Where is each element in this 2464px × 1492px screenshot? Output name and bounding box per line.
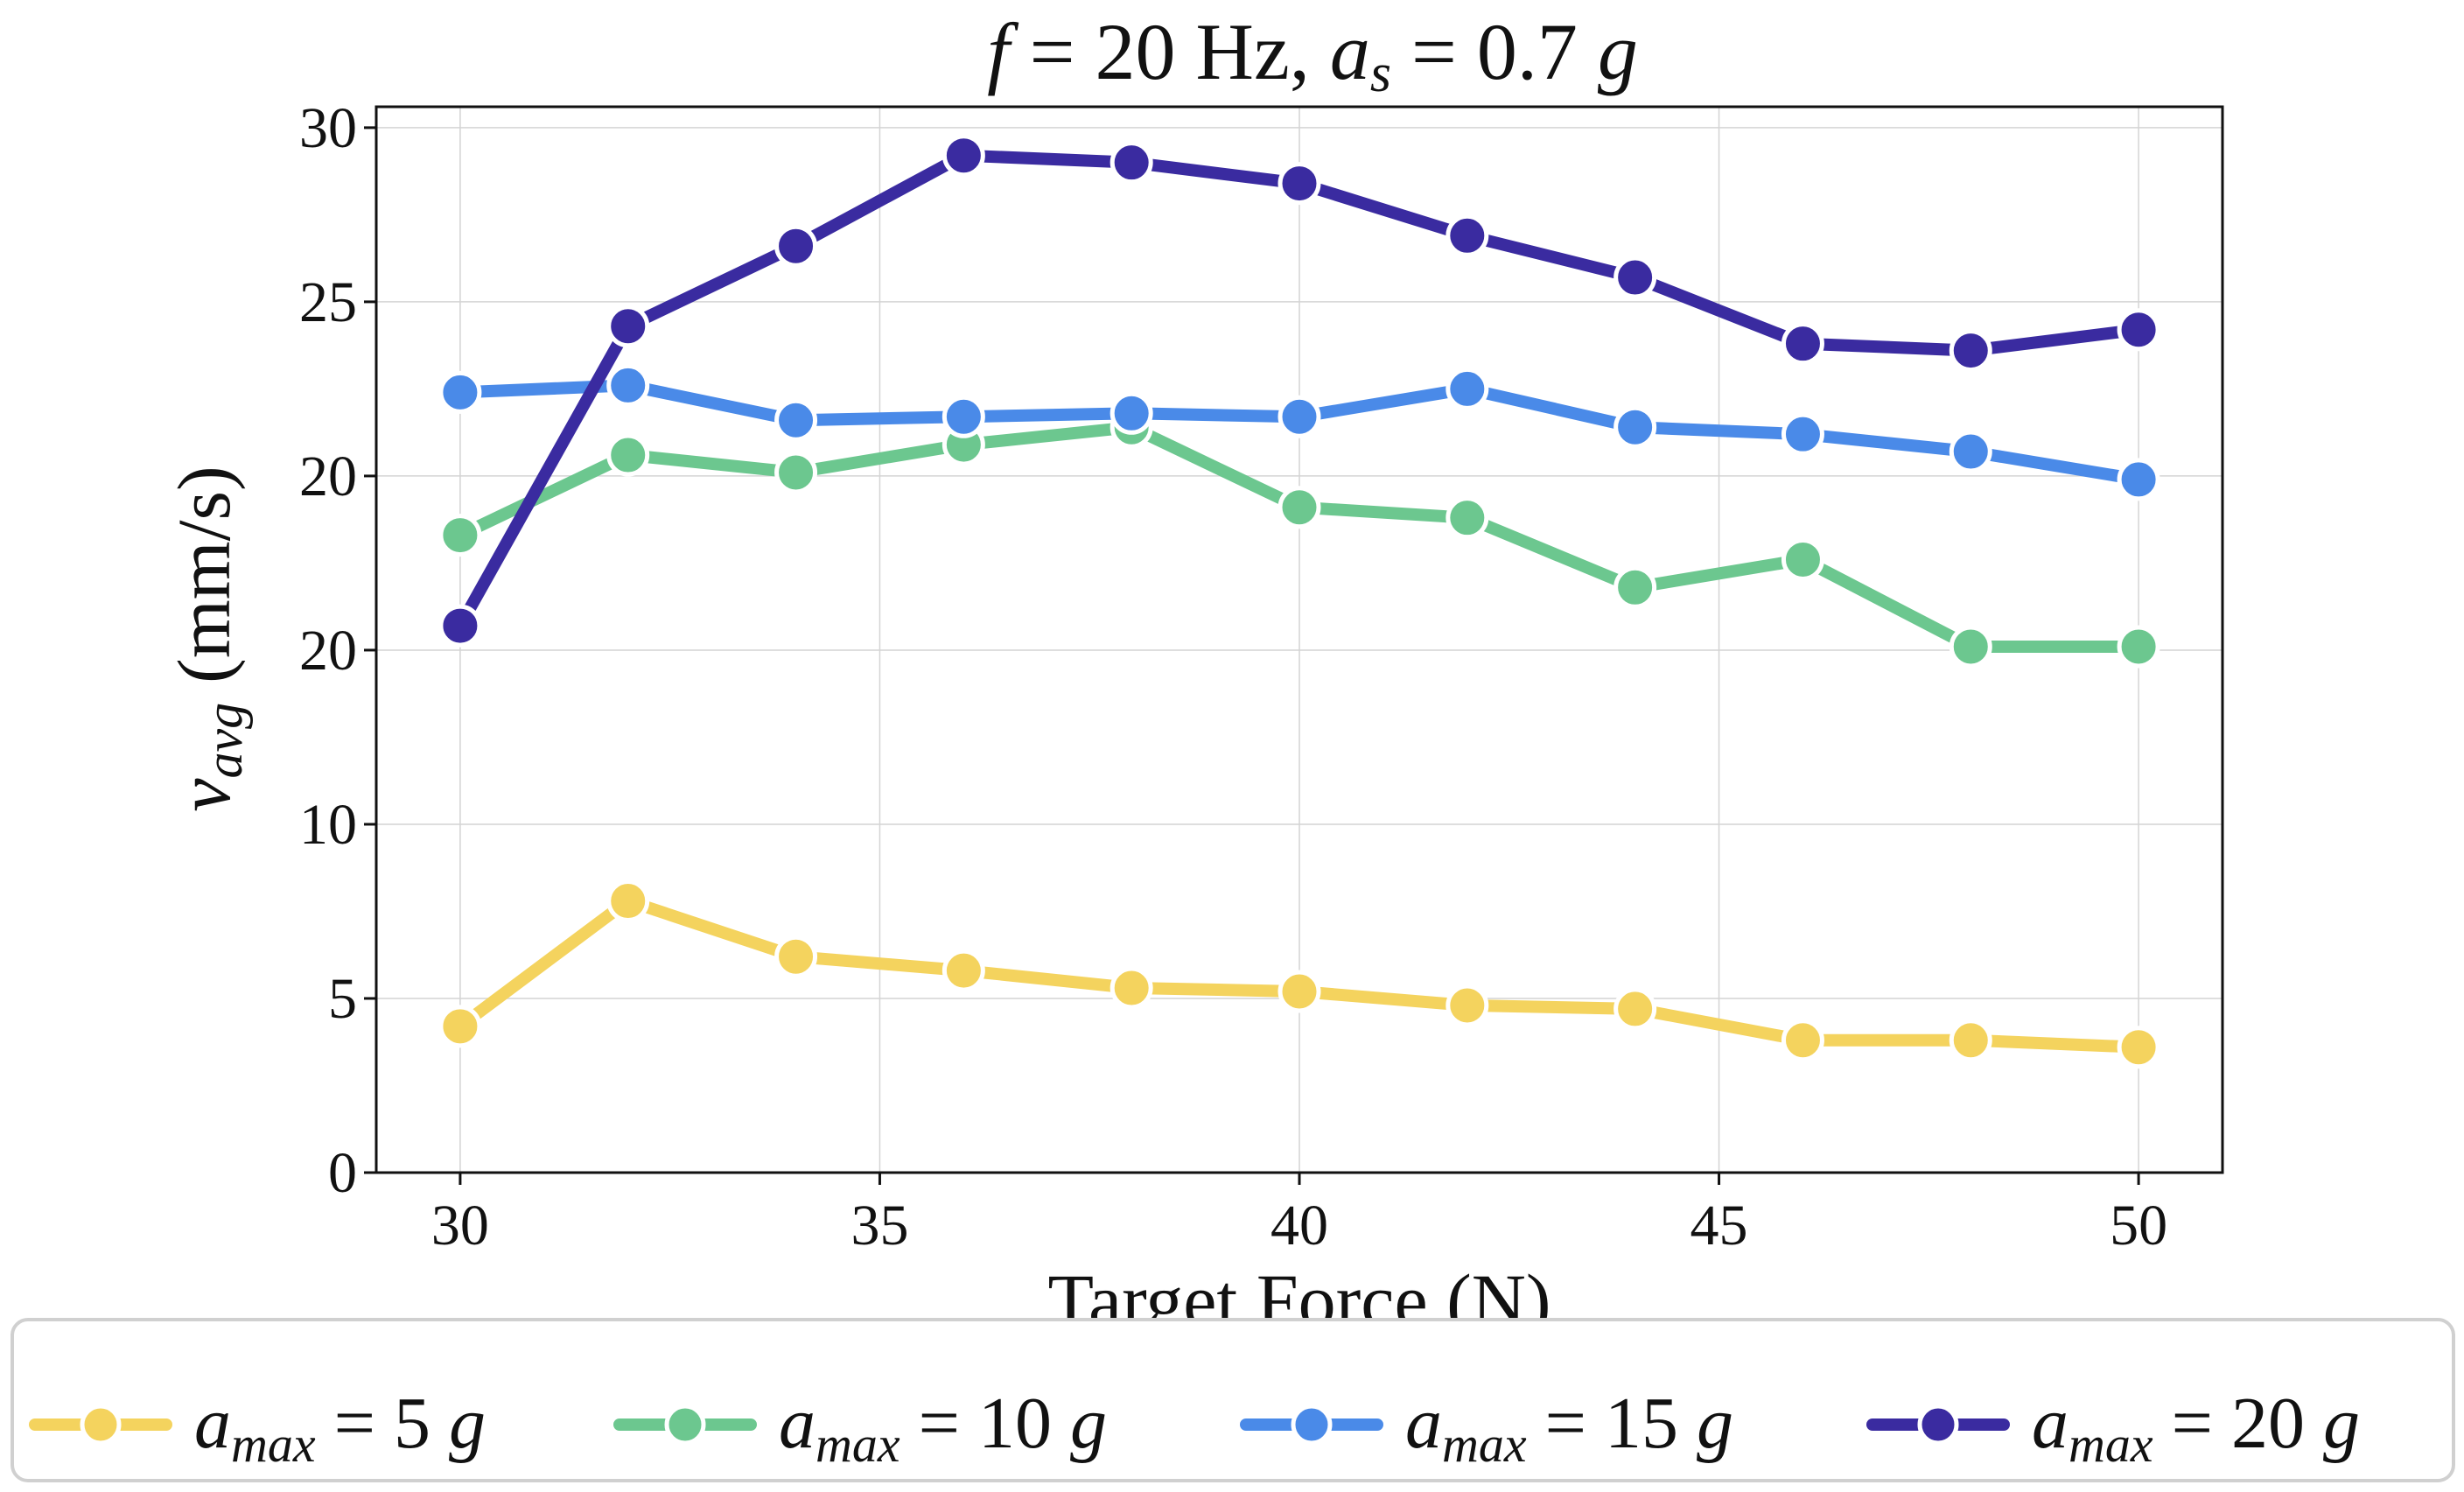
data-point [774, 451, 818, 494]
legend-unit: g [2323, 1383, 2360, 1464]
data-point [1614, 987, 1657, 1031]
data-point [1110, 391, 1153, 435]
data-point [1278, 162, 1321, 206]
data-point [606, 433, 650, 477]
legend-marker [1917, 1404, 1959, 1446]
legend-subscript: max [1442, 1416, 1527, 1473]
data-point [438, 514, 482, 557]
legend-value: = 15 [1527, 1383, 1697, 1464]
y-tick-label: 5 [328, 967, 357, 1031]
data-point [606, 363, 650, 407]
legend-box [10, 1318, 2455, 1482]
data-point [1949, 329, 1992, 373]
legend-marker [664, 1404, 706, 1446]
legend-unit: g [1697, 1383, 1733, 1464]
tick-layer: 0 5 10 20 20 25 30 30 35 40 45 50 [299, 96, 2167, 1257]
data-point [1278, 970, 1321, 1013]
series-2 [438, 405, 2160, 669]
y-tick-label: 30 [299, 96, 357, 160]
y-tick-label: 20 [299, 445, 357, 508]
data-point [1781, 537, 1824, 581]
legend-value: = 5 [316, 1383, 449, 1464]
data-point [1446, 984, 1489, 1027]
x-tick-label: 40 [1270, 1194, 1328, 1257]
y-tick-label: 10 [299, 793, 357, 857]
data-point [1110, 966, 1153, 1010]
data-point [606, 879, 650, 923]
data-point [1781, 412, 1824, 456]
data-point [774, 935, 818, 978]
legend-marker [80, 1404, 122, 1446]
legend-value: = 10 [900, 1383, 1070, 1464]
data-point [2117, 308, 2160, 352]
legend-item: amax = 5 g [29, 1383, 486, 1473]
legend-item: amax = 15 g [1240, 1383, 1733, 1473]
legend-subscript: max [2068, 1416, 2153, 1473]
data-point [1949, 430, 1992, 473]
x-tick-label: 45 [1690, 1194, 1748, 1257]
legend-marker [1291, 1404, 1333, 1446]
data-point [1949, 625, 1992, 669]
data-point [774, 398, 818, 442]
x-tick-label: 30 [431, 1194, 489, 1257]
y-tick-label: 20 [299, 619, 357, 683]
data-point [1781, 322, 1824, 366]
data-point [1614, 565, 1657, 609]
legend-value: = 20 [2153, 1383, 2323, 1464]
data-point [1446, 496, 1489, 540]
data-point [774, 224, 818, 268]
legend-unit: g [1070, 1383, 1107, 1464]
data-point [1614, 405, 1657, 449]
legend-label: amax = 5 g [194, 1383, 486, 1473]
data-point [1278, 486, 1321, 529]
x-tick-label: 50 [2110, 1194, 2167, 1257]
legend-unit: g [449, 1383, 486, 1464]
series-layer [438, 134, 2160, 1069]
data-point [438, 604, 482, 648]
series-1 [438, 879, 2160, 1069]
legend-label: amax = 10 g [779, 1383, 1107, 1473]
series-3 [438, 363, 2160, 501]
data-point [1949, 1019, 1992, 1062]
data-point [1614, 256, 1657, 299]
y-tick-label: 0 [328, 1141, 357, 1205]
legend-symbol: a [1405, 1383, 1442, 1464]
data-point [1781, 1019, 1824, 1062]
data-point [2117, 1026, 2160, 1069]
data-point [942, 395, 985, 438]
legend-subscript: max [231, 1416, 316, 1473]
y-axis-label: vavg(mm/s) [162, 466, 253, 811]
legend-item: amax = 10 g [613, 1383, 1107, 1473]
data-point [1446, 367, 1489, 410]
legend-label: amax = 20 g [2032, 1383, 2360, 1473]
x-tick-label: 35 [850, 1194, 908, 1257]
chart-title: f = 20 Hz, as = 0.7 g [987, 7, 1638, 103]
legend-subscript: max [816, 1416, 900, 1473]
data-point [2117, 458, 2160, 501]
data-point [1278, 395, 1321, 438]
data-point [942, 134, 985, 178]
legend-item: amax = 20 g [1866, 1383, 2360, 1473]
data-point [2117, 625, 2160, 669]
legend-symbol: a [194, 1383, 231, 1464]
legend-symbol: a [2032, 1383, 2068, 1464]
data-point [606, 305, 650, 348]
data-point [1446, 214, 1489, 257]
legend-label: amax = 15 g [1405, 1383, 1733, 1473]
legend-symbol: a [779, 1383, 816, 1464]
data-point [942, 949, 985, 992]
data-point [1110, 141, 1153, 185]
data-point [438, 370, 482, 414]
y-tick-label: 25 [299, 270, 357, 334]
data-point [438, 1005, 482, 1048]
legend: amax = 5 g amax = 10 g amax = 15 g amax = 2… [29, 1383, 2360, 1473]
series-4 [438, 134, 2160, 648]
